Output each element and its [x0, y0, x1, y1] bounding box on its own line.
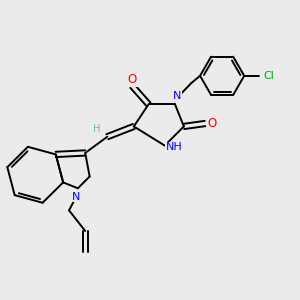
Text: Cl: Cl — [263, 71, 274, 81]
Text: N: N — [72, 191, 81, 202]
Text: H: H — [93, 124, 101, 134]
Text: O: O — [207, 117, 216, 130]
Text: N: N — [173, 91, 182, 101]
Text: NH: NH — [166, 142, 182, 152]
Text: O: O — [128, 73, 137, 86]
